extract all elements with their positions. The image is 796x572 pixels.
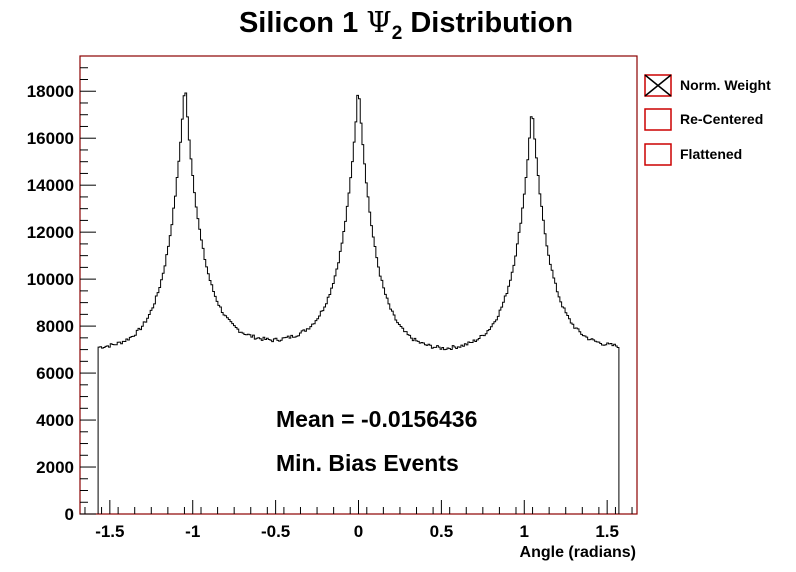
y-tick-label: 6000 [36, 364, 74, 383]
legend-item-flattened: Flattened [644, 143, 742, 166]
y-tick-label: 10000 [27, 270, 74, 289]
x-tick-label: -1 [185, 522, 200, 541]
legend-item-re-centered: Re-Centered [644, 108, 763, 131]
x-axis-label: Angle (radians) [520, 544, 636, 561]
y-tick-label: 14000 [27, 176, 74, 195]
legend-label-flattened: Flattened [680, 146, 742, 162]
y-axis: 0 2000 4000 6000 8000 10000 12000 14000 16000 180… [27, 67, 96, 524]
legend-box-norm-weight [644, 74, 672, 97]
legend-label-re-centered: Re-Centered [680, 111, 763, 127]
events-annotation: Min. Bias Events [276, 450, 459, 476]
x-tick-label: 1.5 [595, 522, 619, 541]
legend-box-flattened [644, 143, 672, 166]
y-tick-label: 4000 [36, 411, 74, 430]
y-tick-label: 0 [65, 505, 74, 524]
legend: Norm. Weight Re-Centered Flattened [644, 74, 771, 166]
histogram-series-line [97, 92, 620, 514]
y-tick-label: 12000 [27, 223, 74, 242]
x-tick-label: 1 [520, 522, 529, 541]
title-prefix: Silicon 1 [239, 7, 366, 39]
title-psi-symbol: Ψ [366, 5, 391, 39]
y-tick-label: 2000 [36, 458, 74, 477]
x-axis: -1.5 -1 -0.5 0 0.5 1 1.5 [84, 500, 633, 541]
legend-item-norm-weight: Norm. Weight [644, 74, 771, 97]
title-subscript: 2 [392, 23, 403, 44]
x-tick-label: -0.5 [261, 522, 290, 541]
chart-title: Silicon 1 Ψ2 Distribution [239, 5, 573, 44]
mean-annotation: Mean = -0.0156436 [276, 406, 477, 432]
x-tick-label: 0 [354, 522, 363, 541]
legend-box-re-centered [644, 108, 672, 131]
y-tick-label: 8000 [36, 317, 74, 336]
legend-cross-icon-2 [644, 74, 672, 97]
x-tick-label: 0.5 [430, 522, 454, 541]
title-suffix: Distribution [402, 7, 573, 39]
y-tick-label: 18000 [27, 82, 74, 101]
legend-label-norm-weight: Norm. Weight [680, 77, 771, 93]
y-tick-label: 16000 [27, 129, 74, 148]
plot-frame [79, 55, 638, 515]
x-tick-label: -1.5 [95, 522, 124, 541]
